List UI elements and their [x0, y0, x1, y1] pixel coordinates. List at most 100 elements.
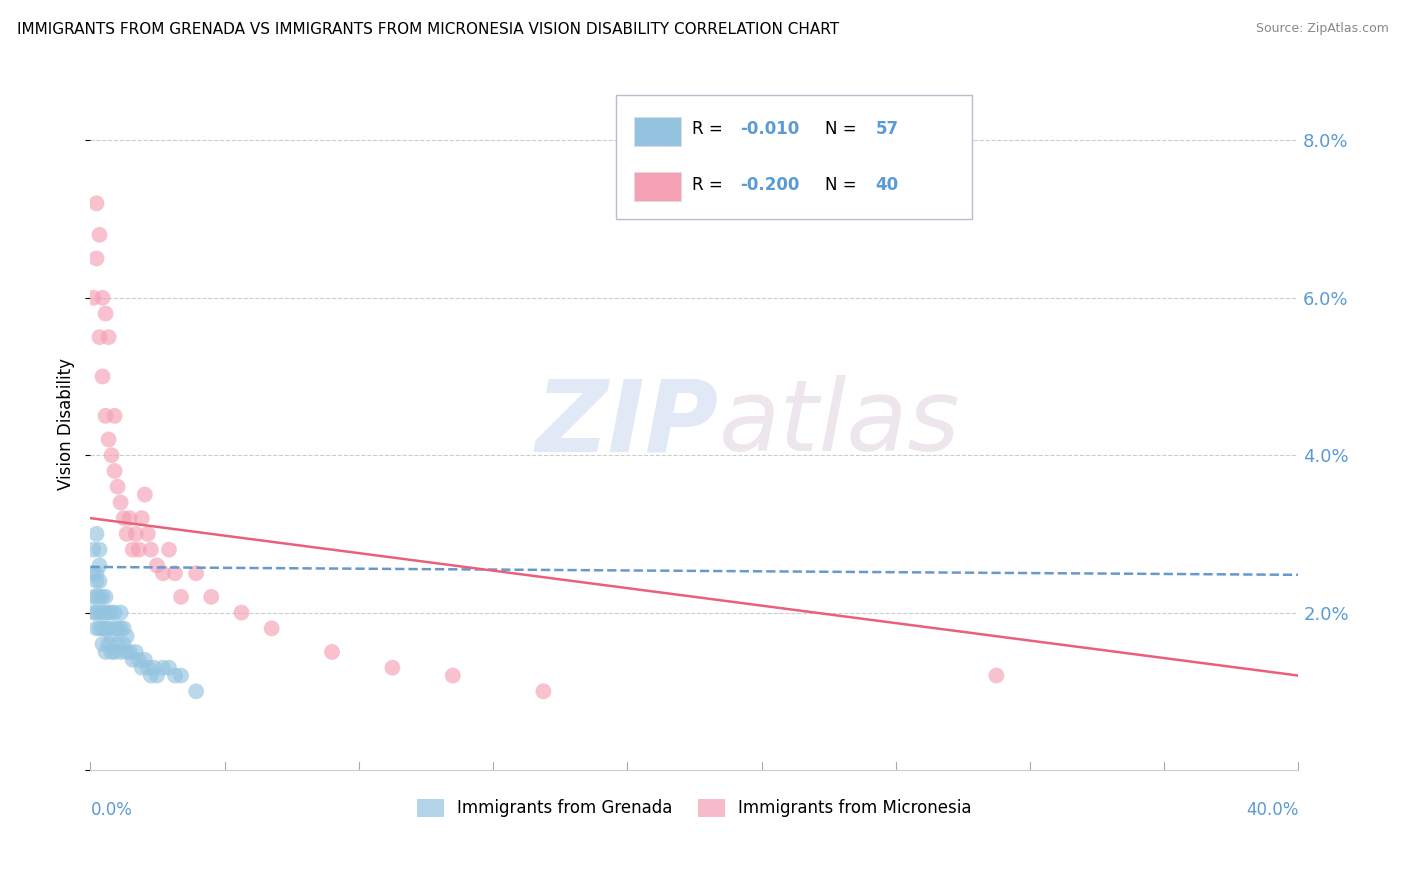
Text: atlas: atlas [718, 376, 960, 472]
Point [100, 645, 122, 659]
Point [136, 527, 159, 541]
Point [91, 621, 114, 635]
Point [152, 566, 174, 581]
Point [115, 645, 138, 659]
Point [104, 606, 127, 620]
Text: 0.0%: 0.0% [90, 800, 132, 819]
Point [110, 495, 132, 509]
Text: IMMIGRANTS FROM GRENADA VS IMMIGRANTS FROM MICRONESIA VISION DISABILITY CORRELAT: IMMIGRANTS FROM GRENADA VS IMMIGRANTS FR… [17, 22, 839, 37]
Point [110, 645, 132, 659]
Point [134, 487, 156, 501]
Point [107, 621, 129, 635]
FancyBboxPatch shape [634, 172, 681, 202]
Point [110, 606, 132, 620]
Y-axis label: Vision Disability: Vision Disability [58, 358, 75, 490]
Point [112, 621, 135, 635]
Point [86, 590, 108, 604]
Point [94, 307, 117, 321]
FancyBboxPatch shape [616, 95, 972, 219]
Point [89, 542, 111, 557]
Point [134, 653, 156, 667]
Point [100, 629, 122, 643]
Point [115, 527, 138, 541]
Point [89, 606, 111, 620]
Point [115, 629, 138, 643]
Point [157, 661, 180, 675]
Point [89, 590, 111, 604]
Point [112, 511, 135, 525]
Text: -0.200: -0.200 [741, 176, 800, 194]
Text: N =: N = [825, 176, 862, 194]
Point [531, 684, 554, 698]
Point [110, 621, 132, 635]
Text: R =: R = [692, 176, 728, 194]
Point [170, 590, 193, 604]
Point [163, 668, 186, 682]
Point [163, 566, 186, 581]
Point [125, 645, 148, 659]
Point [100, 448, 122, 462]
Point [142, 661, 165, 675]
Text: 40.0%: 40.0% [1246, 800, 1298, 819]
Point [94, 621, 117, 635]
Point [89, 621, 111, 635]
Point [146, 558, 169, 573]
Point [112, 637, 135, 651]
Point [97, 330, 120, 344]
Point [97, 637, 120, 651]
Point [82, 542, 104, 557]
Point [91, 369, 114, 384]
Text: Source: ZipAtlas.com: Source: ZipAtlas.com [1256, 22, 1389, 36]
Point [104, 464, 127, 478]
Point [986, 668, 1008, 682]
Point [186, 684, 208, 698]
Point [89, 330, 111, 344]
Point [86, 621, 108, 635]
Point [231, 606, 253, 620]
Text: 57: 57 [876, 120, 898, 138]
Point [89, 558, 111, 573]
Point [107, 637, 129, 651]
Point [104, 621, 127, 635]
Point [86, 252, 108, 266]
Point [128, 653, 150, 667]
Point [170, 668, 193, 682]
Point [97, 433, 120, 447]
Point [97, 621, 120, 635]
Text: 40: 40 [876, 176, 898, 194]
Point [104, 645, 127, 659]
Point [100, 606, 122, 620]
Point [86, 606, 108, 620]
Point [104, 409, 127, 423]
Point [107, 480, 129, 494]
Point [97, 606, 120, 620]
Point [86, 527, 108, 541]
Point [260, 621, 283, 635]
Point [94, 645, 117, 659]
Point [118, 645, 141, 659]
Point [121, 542, 143, 557]
Point [89, 574, 111, 588]
Point [82, 566, 104, 581]
Point [91, 291, 114, 305]
Legend: Immigrants from Grenada, Immigrants from Micronesia: Immigrants from Grenada, Immigrants from… [411, 792, 979, 824]
FancyBboxPatch shape [634, 117, 681, 146]
Point [125, 527, 148, 541]
Point [86, 566, 108, 581]
Point [157, 542, 180, 557]
Point [131, 511, 153, 525]
Point [89, 227, 111, 242]
Point [136, 661, 159, 675]
Point [381, 661, 404, 675]
Point [86, 196, 108, 211]
Point [94, 409, 117, 423]
Point [152, 661, 174, 675]
Point [82, 291, 104, 305]
Point [91, 590, 114, 604]
Point [86, 574, 108, 588]
Point [82, 590, 104, 604]
Point [441, 668, 464, 682]
Text: R =: R = [692, 120, 728, 138]
Point [139, 668, 162, 682]
Point [91, 606, 114, 620]
